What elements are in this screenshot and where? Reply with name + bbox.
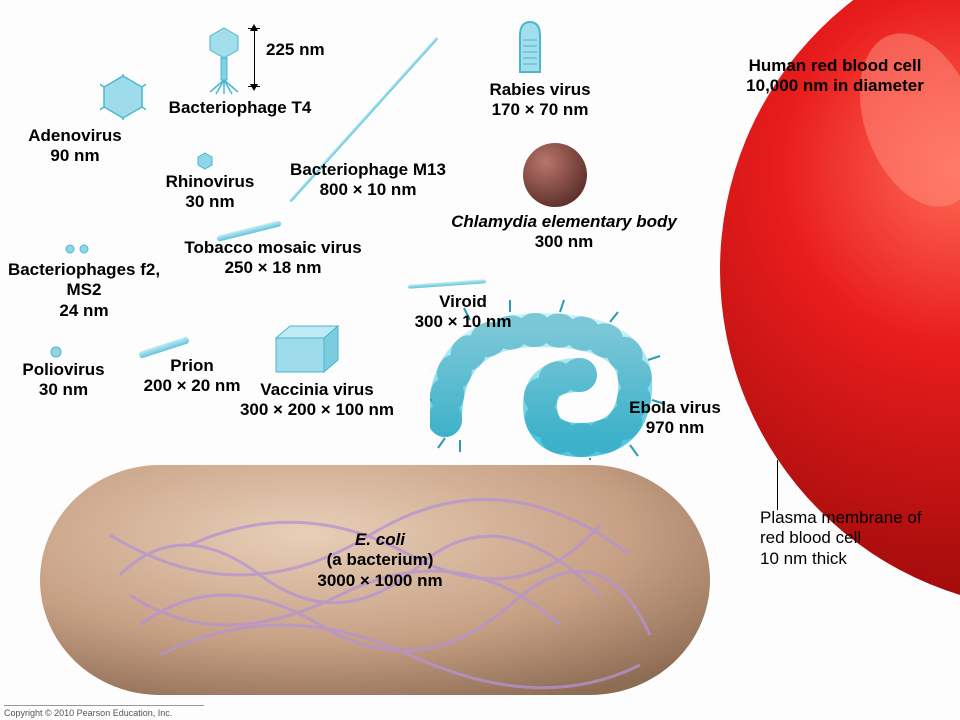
chlamydia-label: Chlamydia elementary body 300 nm	[424, 212, 704, 253]
f2ms2-size: 24 nm	[4, 301, 164, 321]
adenovirus-name: Adenovirus	[10, 126, 140, 146]
vaccinia-shape	[268, 320, 346, 380]
adenovirus-size: 90 nm	[10, 146, 140, 166]
vaccinia-size: 300 × 200 × 100 nm	[212, 400, 422, 420]
viroid-shape	[408, 279, 486, 288]
plasma-membrane-name: Plasma membrane of red blood cell	[760, 508, 940, 549]
t4-arrow-up	[250, 24, 258, 31]
t4-name-label: Bacteriophage T4	[150, 98, 330, 118]
ecoli-size: 3000 × 1000 nm	[270, 571, 490, 591]
copyright-footer: Copyright © 2010 Pearson Education, Inc.	[4, 705, 204, 718]
rabies-size: 170 × 70 nm	[460, 100, 620, 120]
t4-measure-bar	[254, 28, 255, 86]
chlamydia-shape	[520, 140, 590, 210]
plasma-membrane-size: 10 nm thick	[760, 549, 940, 569]
f2ms2-shape	[64, 242, 92, 256]
prion-name: Prion	[122, 356, 262, 376]
tmv-label: Tobacco mosaic virus 250 × 18 nm	[168, 238, 378, 279]
ecoli-label: E. coli (a bacterium) 3000 × 1000 nm	[270, 530, 490, 591]
m13-label: Bacteriophage M13 800 × 10 nm	[268, 160, 468, 201]
vaccinia-label: Vaccinia virus 300 × 200 × 100 nm	[212, 380, 422, 421]
tmv-size: 250 × 18 nm	[168, 258, 378, 278]
rbc-size: 10,000 nm in diameter	[720, 76, 950, 96]
ebola-label: Ebola virus 970 nm	[605, 398, 745, 439]
t4-name: Bacteriophage T4	[150, 98, 330, 118]
viroid-label: Viroid 300 × 10 nm	[398, 292, 528, 333]
f2ms2-label: Bacteriophages f2, MS2 24 nm	[4, 260, 164, 321]
plasma-membrane-leader	[777, 460, 778, 510]
rbc-label: Human red blood cell 10,000 nm in diamet…	[720, 56, 950, 97]
poliovirus-name: Poliovirus	[6, 360, 121, 380]
rbc-name: Human red blood cell	[720, 56, 950, 76]
chlamydia-name: Chlamydia elementary body	[424, 212, 704, 232]
rabies-label: Rabies virus 170 × 70 nm	[460, 80, 620, 121]
t4-size: 225 nm	[266, 40, 346, 60]
m13-name: Bacteriophage M13	[268, 160, 468, 180]
adenovirus-label: Adenovirus 90 nm	[10, 126, 140, 167]
rhinovirus-size: 30 nm	[150, 192, 270, 212]
viroid-name: Viroid	[398, 292, 528, 312]
t4-shape	[204, 26, 244, 96]
adenovirus-shape	[100, 74, 146, 120]
plasma-membrane-label: Plasma membrane of red blood cell 10 nm …	[760, 508, 940, 569]
rhinovirus-label: Rhinovirus 30 nm	[150, 172, 270, 213]
viroid-size: 300 × 10 nm	[398, 312, 528, 332]
rabies-shape	[516, 20, 544, 78]
diagram-canvas: Human red blood cell 10,000 nm in diamet…	[0, 0, 960, 720]
ebola-size: 970 nm	[605, 418, 745, 438]
poliovirus-size: 30 nm	[6, 380, 121, 400]
ecoli-name1: E. coli	[270, 530, 490, 550]
f2ms2-name: Bacteriophages f2, MS2	[4, 260, 164, 301]
ecoli-name2: (a bacterium)	[270, 550, 490, 570]
m13-size: 800 × 10 nm	[268, 180, 468, 200]
poliovirus-shape	[50, 346, 62, 358]
vaccinia-name: Vaccinia virus	[212, 380, 422, 400]
chlamydia-size: 300 nm	[424, 232, 704, 252]
tmv-name: Tobacco mosaic virus	[168, 238, 378, 258]
poliovirus-label: Poliovirus 30 nm	[6, 360, 121, 401]
rabies-name: Rabies virus	[460, 80, 620, 100]
rhinovirus-name: Rhinovirus	[150, 172, 270, 192]
rhinovirus-shape	[196, 152, 214, 170]
t4-arrow-down	[250, 84, 258, 91]
ebola-name: Ebola virus	[605, 398, 745, 418]
t4-size-label: 225 nm	[266, 40, 346, 60]
